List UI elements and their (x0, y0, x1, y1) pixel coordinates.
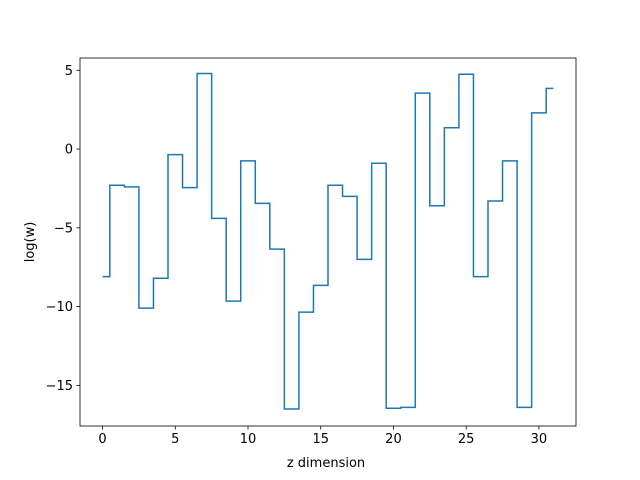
x-tick-label: 0 (98, 432, 106, 447)
y-tick-label: −10 (46, 300, 73, 315)
y-axis-label: log(w) (23, 222, 38, 263)
y-tick-label: −15 (46, 379, 73, 394)
axes: 0 5 10 15 20 25 30 5 0 −5 −10 −15 (46, 57, 577, 447)
x-tick-label: 25 (458, 432, 475, 447)
y-tick-label: 0 (65, 143, 73, 158)
plot-area (102, 72, 554, 410)
x-tick-label: 15 (312, 432, 329, 447)
axes-frame (79, 57, 577, 427)
x-axis-label: z dimension (287, 456, 365, 471)
series-line-0 (102, 72, 554, 410)
x-tick-label: 10 (240, 432, 257, 447)
x-tick-label: 30 (531, 432, 548, 447)
y-tick-label: −5 (54, 221, 73, 236)
y-tick-label: 5 (65, 64, 73, 79)
x-tick-label: 5 (171, 432, 179, 447)
x-tick-label: 20 (385, 432, 402, 447)
